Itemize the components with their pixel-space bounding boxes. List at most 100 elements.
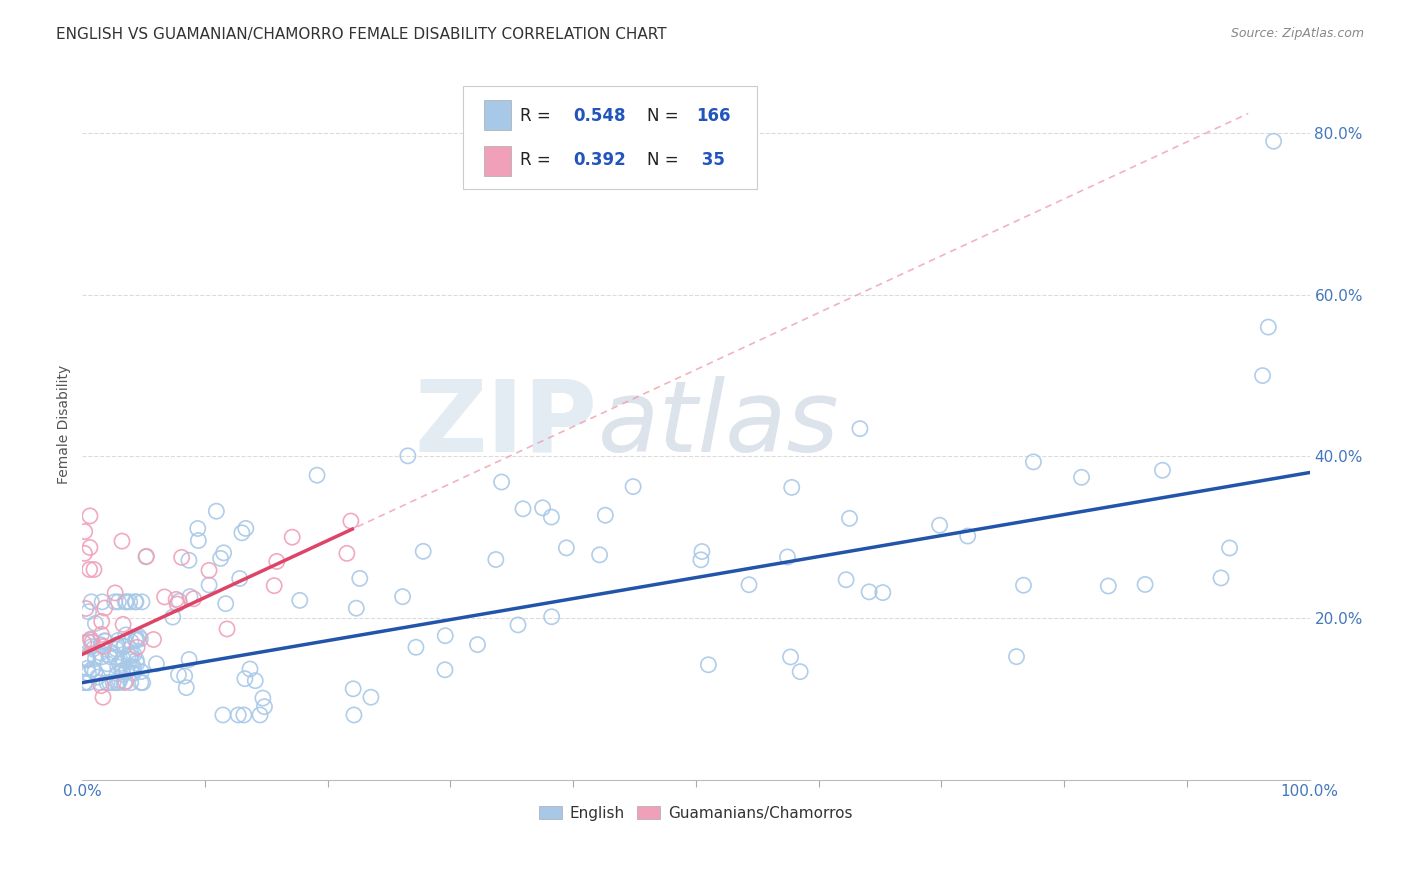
- Point: [82, 662, 104, 676]
- Point: [779, 649, 801, 664]
- Point: [79, 632, 101, 647]
- Point: [91, 595, 114, 609]
- Point: [396, 449, 419, 463]
- Point: [212, 708, 235, 723]
- Point: [776, 549, 799, 564]
- Point: [94, 633, 117, 648]
- Point: [107, 660, 129, 674]
- Point: [838, 511, 860, 525]
- Point: [105, 638, 128, 652]
- Point: [336, 546, 359, 560]
- Point: [104, 650, 127, 665]
- Point: [107, 675, 129, 690]
- Point: [82, 662, 104, 676]
- Point: [266, 554, 288, 568]
- Point: [131, 595, 153, 609]
- Point: [349, 571, 371, 585]
- Point: [80, 595, 103, 609]
- Point: [76, 653, 98, 667]
- Point: [167, 667, 190, 681]
- Point: [540, 510, 562, 524]
- Point: [690, 553, 713, 567]
- Point: [127, 640, 149, 655]
- Point: [360, 690, 382, 705]
- Point: [780, 480, 803, 494]
- Point: [506, 618, 529, 632]
- Point: [91, 690, 114, 705]
- Point: [111, 534, 134, 549]
- Point: [835, 573, 858, 587]
- Text: 166: 166: [696, 107, 730, 125]
- Point: [433, 663, 456, 677]
- Point: [249, 708, 271, 723]
- Point: [111, 664, 134, 678]
- Point: [531, 500, 554, 515]
- Point: [84, 665, 107, 679]
- Point: [73, 524, 96, 539]
- Text: R =: R =: [520, 151, 557, 169]
- Point: [73, 546, 96, 560]
- Point: [288, 593, 311, 607]
- Point: [98, 649, 121, 664]
- Point: [391, 590, 413, 604]
- Point: [115, 665, 138, 679]
- Point: [467, 638, 489, 652]
- Point: [956, 529, 979, 543]
- Point: [305, 468, 328, 483]
- Point: [107, 595, 129, 609]
- Point: [344, 601, 367, 615]
- Point: [90, 615, 112, 629]
- Point: [90, 638, 112, 652]
- Point: [1251, 368, 1274, 383]
- Point: [343, 708, 366, 723]
- Point: [173, 669, 195, 683]
- Point: [122, 648, 145, 662]
- Point: [76, 653, 98, 667]
- Point: [77, 605, 100, 619]
- Point: [112, 667, 135, 681]
- Point: [198, 578, 221, 592]
- Point: [89, 675, 111, 690]
- Point: [79, 633, 101, 648]
- FancyBboxPatch shape: [484, 100, 510, 130]
- Point: [235, 521, 257, 535]
- Point: [111, 652, 134, 666]
- Text: 0.392: 0.392: [574, 151, 626, 169]
- Point: [90, 627, 112, 641]
- Point: [738, 578, 761, 592]
- Point: [75, 675, 97, 690]
- Text: N =: N =: [647, 107, 683, 125]
- Point: [205, 504, 228, 518]
- Point: [118, 595, 141, 609]
- Point: [105, 675, 128, 690]
- Point: [233, 672, 256, 686]
- Point: [135, 549, 157, 564]
- Y-axis label: Female Disability: Female Disability: [58, 365, 72, 483]
- Point: [621, 479, 644, 493]
- Point: [120, 634, 142, 648]
- Point: [342, 681, 364, 696]
- Point: [84, 651, 107, 665]
- Point: [588, 548, 610, 562]
- Point: [491, 475, 513, 489]
- Point: [112, 640, 135, 654]
- Point: [595, 508, 617, 523]
- Point: [183, 591, 205, 606]
- Point: [1152, 463, 1174, 477]
- Point: [79, 541, 101, 555]
- Point: [120, 675, 142, 690]
- Point: [77, 675, 100, 690]
- Point: [84, 616, 107, 631]
- Point: [83, 562, 105, 576]
- Point: [253, 699, 276, 714]
- Point: [125, 595, 148, 609]
- Text: N =: N =: [647, 151, 683, 169]
- Text: atlas: atlas: [598, 376, 839, 473]
- Point: [252, 691, 274, 706]
- Point: [90, 646, 112, 660]
- Point: [121, 659, 143, 673]
- Point: [82, 635, 104, 649]
- Point: [115, 628, 138, 642]
- Point: [153, 590, 176, 604]
- Point: [101, 646, 124, 660]
